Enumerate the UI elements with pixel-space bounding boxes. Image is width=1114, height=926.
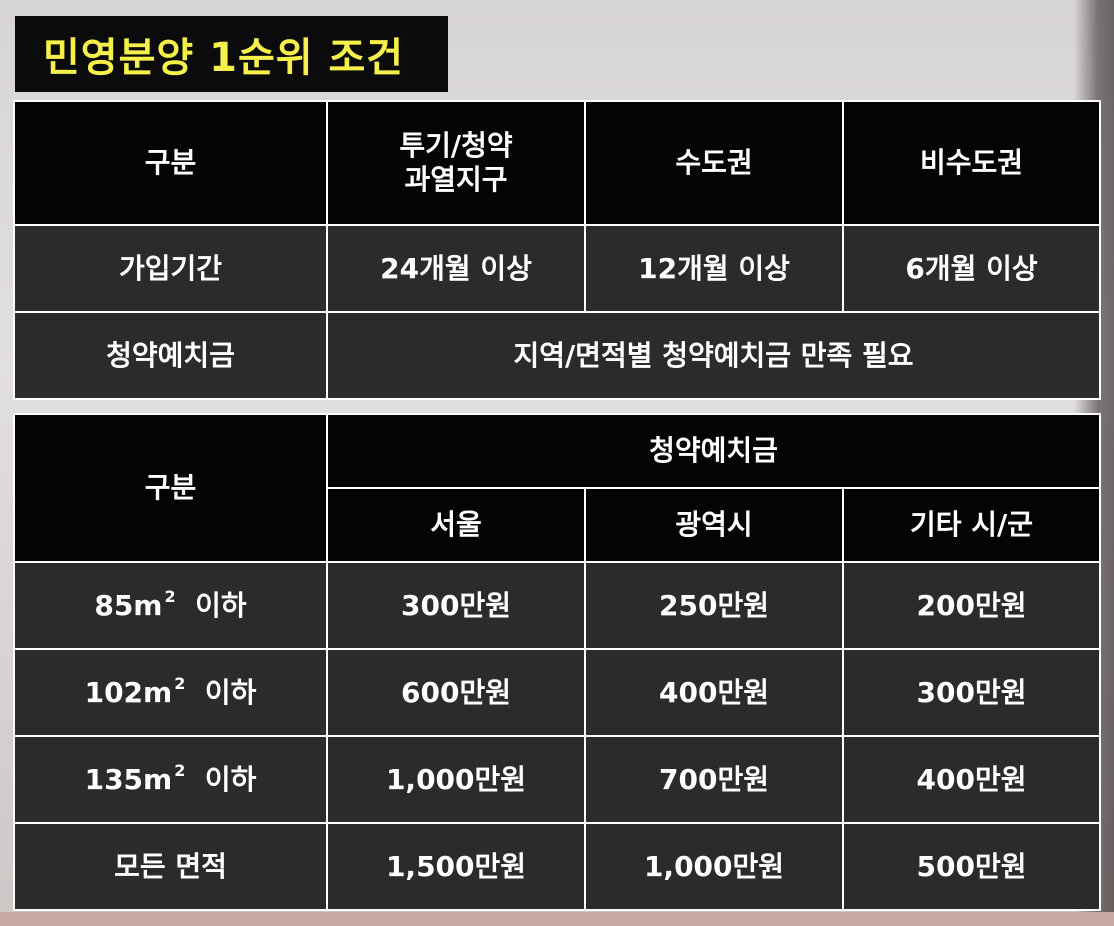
table-cell: 12개월 이상: [584, 224, 844, 313]
header-cell-metropolitan-city: 광역시: [584, 487, 844, 563]
row-label: 135m 2 이하: [13, 735, 328, 824]
table-cell: 200만원: [841, 561, 1102, 650]
header-cell-other-city: 기타 시/군: [841, 487, 1102, 563]
table-row: 135m 2 이하 1,000만원 700만원 400만원: [13, 735, 1102, 824]
background-bottom-strip: [0, 912, 1114, 926]
table-cell: 1,500만원: [326, 822, 586, 911]
first-priority-conditions-table: 구분 투기/청약 과열지구 수도권 비수도권 가입기간 24개월 이상 12개월…: [13, 100, 1101, 400]
row-label: 청약예치금: [13, 311, 328, 400]
table-cell: 400만원: [584, 648, 844, 737]
table-cell: 1,000만원: [584, 822, 844, 911]
table-cell: 700만원: [584, 735, 844, 824]
header-cell-seoul: 서울: [326, 487, 586, 563]
table-cell: 1,000만원: [326, 735, 586, 824]
header-cell-category: 구분: [13, 413, 328, 563]
header-cell-non-metro: 비수도권: [842, 100, 1101, 226]
table-cell: 24개월 이상: [326, 224, 586, 313]
page-title: 민영분양 1순위 조건: [43, 35, 405, 81]
title-banner: 민영분양 1순위 조건: [15, 16, 448, 92]
table-cell: 6개월 이상: [842, 224, 1101, 313]
header-cell-category: 구분: [13, 100, 328, 226]
table-row: 가입기간 24개월 이상 12개월 이상 6개월 이상: [13, 224, 1101, 313]
table-cell: 400만원: [841, 735, 1102, 824]
table-cell: 250만원: [584, 561, 844, 650]
header-cell-metro: 수도권: [584, 100, 844, 226]
table-cell: 300만원: [841, 648, 1102, 737]
merged-cell: 지역/면적별 청약예치금 만족 필요: [326, 311, 1101, 400]
header-line-2: 과열지구: [404, 163, 508, 196]
header-line-1: 투기/청약: [399, 129, 513, 163]
row-label: 가입기간: [13, 224, 328, 313]
table-header-row: 구분 청약예치금: [13, 413, 1102, 563]
header-cell-deposit-group: 청약예치금: [325, 413, 1102, 489]
table-row: 청약예치금 지역/면적별 청약예치금 만족 필요: [13, 311, 1101, 400]
table-header-row: 구분 투기/청약 과열지구 수도권 비수도권: [13, 100, 1101, 226]
table-row: 102m 2 이하 600만원 400만원 300만원: [13, 648, 1102, 737]
row-label: 85m 2 이하: [13, 561, 328, 650]
table-cell: 300만원: [326, 561, 586, 650]
table-row: 모든 면적 1,500만원 1,000만원 500만원: [13, 822, 1102, 911]
table-row: 85m 2 이하 300만원 250만원 200만원: [13, 561, 1102, 650]
table-header-row: 서울 광역시 기타 시/군: [14, 487, 1102, 563]
deposit-amount-table: 구분 청약예치금 서울 광역시 기타 시/군 85m 2 이하 300만원 250…: [13, 413, 1102, 911]
table-cell: 600만원: [326, 648, 586, 737]
header-cell-speculation-zone: 투기/청약 과열지구: [326, 100, 586, 226]
table-cell: 500만원: [841, 822, 1102, 911]
row-label: 모든 면적: [13, 822, 328, 911]
row-label: 102m 2 이하: [13, 648, 328, 737]
